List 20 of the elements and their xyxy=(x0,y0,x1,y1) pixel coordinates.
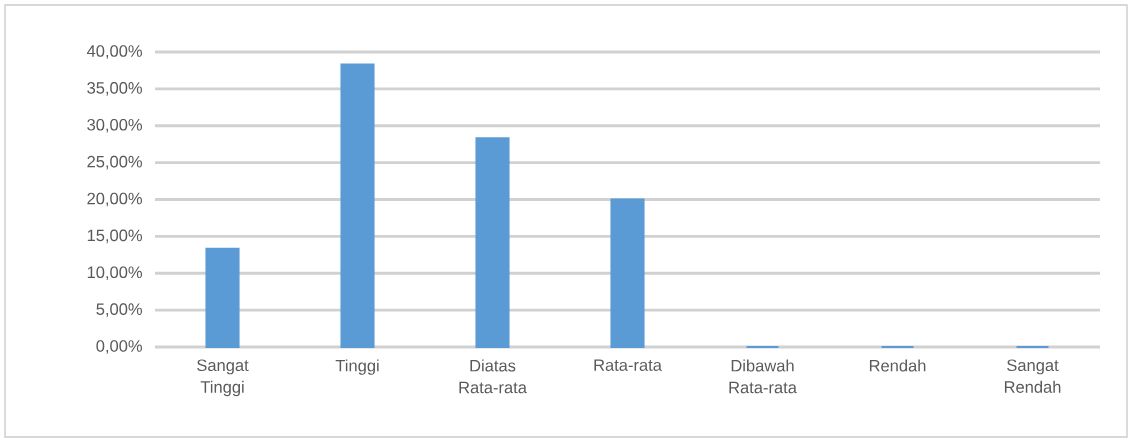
y-tick-label: 0,00% xyxy=(96,340,143,354)
x-tick-label: Tinggi xyxy=(335,359,379,375)
y-tick-label: 20,00% xyxy=(87,192,143,207)
y-tick-label: 35,00% xyxy=(87,82,143,96)
y-tick-label: 15,00% xyxy=(87,229,143,244)
y-tick-label: 40,00% xyxy=(86,45,143,59)
y-tick-label: 10,00% xyxy=(87,266,143,281)
y-tick-label: 30,00% xyxy=(87,118,143,133)
x-tick-label: Rata-rata xyxy=(594,359,662,371)
bar xyxy=(610,198,645,349)
y-tick-label: 25,00% xyxy=(87,155,143,170)
bar xyxy=(205,247,240,349)
x-tick-label: Dibawah Rata-rata xyxy=(729,359,797,394)
x-tick-label: Sangat Tinggi xyxy=(197,359,249,397)
x-tick-label: Sangat Rendah xyxy=(1004,359,1061,393)
bar xyxy=(340,63,375,349)
x-tick-label: Diatas Rata-rata xyxy=(459,359,527,394)
y-tick-label: 5,00% xyxy=(96,303,143,317)
bar xyxy=(475,137,510,349)
x-tick-label: Rendah xyxy=(869,359,926,372)
